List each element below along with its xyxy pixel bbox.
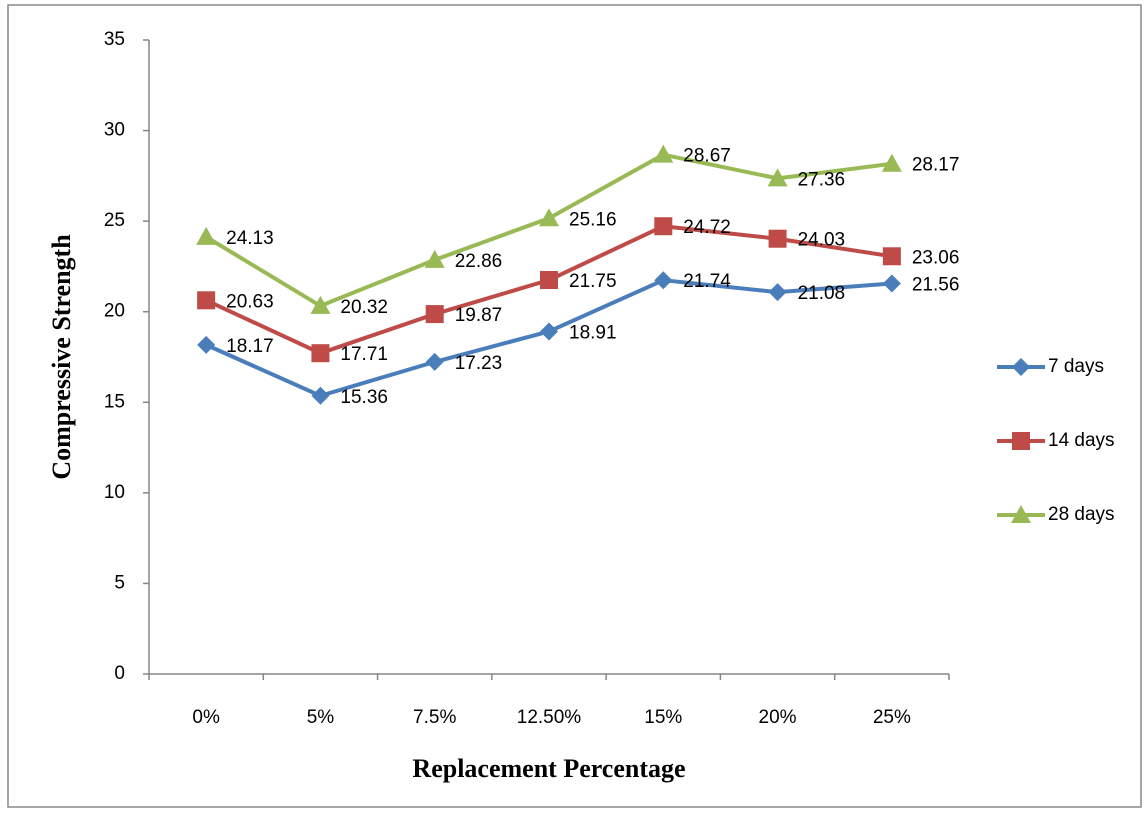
data-label: 20.32 [340,297,388,318]
y-axis-title: Compressive Strength [47,234,76,480]
data-label: 24.13 [226,228,274,249]
data-point [310,295,331,314]
data-label: 22.86 [455,251,503,272]
data-point [654,217,673,236]
data-label: 17.71 [340,344,388,365]
x-tick-label: 20% [759,707,797,728]
x-tick-label: 5% [307,707,335,728]
data-point [424,249,445,268]
data-label: 20.63 [226,291,274,312]
legend-marker [1012,358,1030,376]
y-tick-label: 0 [114,663,125,684]
x-tick-label: 12.50% [517,707,582,728]
data-point [540,322,558,341]
data-point [882,274,901,293]
data-point [768,229,787,248]
data-label: 18.17 [226,336,274,357]
data-label: 21.56 [912,274,960,295]
data-point [767,168,788,187]
data-point [197,291,216,310]
data-point [197,335,216,354]
x-tick-label: 7.5% [413,707,456,728]
y-tick-label: 5 [114,572,125,593]
chart-frame [7,4,1142,808]
y-tick-label: 30 [104,120,125,141]
data-label: 28.67 [683,146,731,167]
data-point [540,271,558,290]
data-point [882,247,901,266]
data-point [425,305,444,324]
data-label: 27.36 [798,169,846,190]
data-label: 25.16 [569,209,617,230]
data-point [539,208,559,227]
data-point [881,153,902,172]
legend-label: 7 days [1048,356,1104,377]
x-tick-label: 15% [644,707,682,728]
data-label: 18.91 [569,322,617,343]
data-point [311,386,330,405]
x-axis-title: Replacement Percentage [412,754,685,783]
data-label: 21.74 [683,271,731,292]
legend-label: 28 days [1048,504,1115,525]
y-tick-label: 10 [104,482,125,503]
data-point [654,271,673,290]
data-point [768,283,787,302]
y-tick-label: 20 [104,301,125,322]
data-label: 21.08 [798,283,846,304]
data-label: 28.17 [912,155,960,176]
x-tick-label: 25% [873,707,911,728]
data-label: 17.23 [455,353,503,374]
data-label: 24.03 [798,230,846,251]
data-point [425,352,444,371]
data-label: 23.06 [912,247,960,268]
data-label: 15.36 [340,387,388,408]
legend-marker [1011,505,1031,523]
legend-marker [1012,432,1030,450]
data-label: 21.75 [569,271,617,292]
data-label: 19.87 [455,305,503,326]
x-tick-label: 0% [192,707,220,728]
data-point [653,144,674,163]
y-tick-label: 15 [104,391,125,412]
legend-label: 14 days [1048,430,1115,451]
data-label: 24.72 [683,217,731,238]
data-point [311,344,330,363]
y-tick-label: 35 [104,29,125,50]
data-point [196,226,217,245]
y-tick-label: 25 [104,210,125,231]
